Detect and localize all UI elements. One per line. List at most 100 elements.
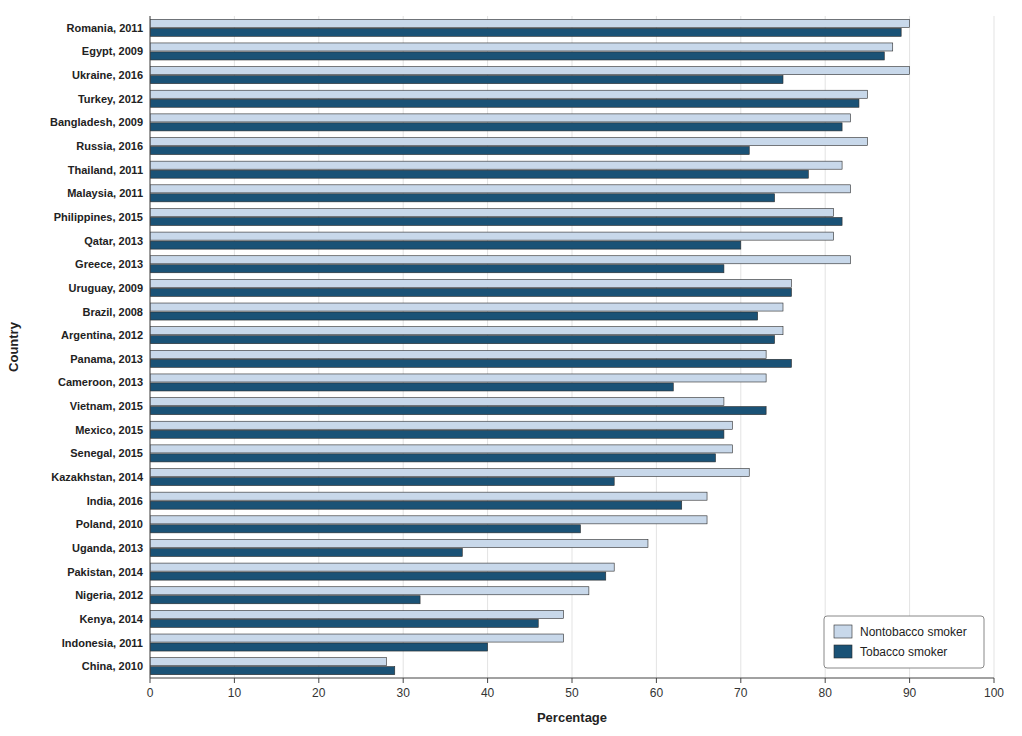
category-label: Romania, 2011 [67, 22, 143, 34]
bar [150, 170, 808, 178]
category-label: Uganda, 2013 [72, 542, 143, 554]
x-axis-title: Percentage [537, 710, 607, 725]
category-label: Indonesia, 2011 [62, 637, 143, 649]
category-label: Thailand, 2011 [68, 164, 143, 176]
category-label: Philippines, 2015 [54, 211, 143, 223]
category-label: Senegal, 2015 [70, 447, 143, 459]
tick-mark [572, 678, 573, 683]
bar [150, 217, 842, 225]
tick-mark [994, 678, 995, 683]
category-label: Ukraine, 2016 [72, 69, 143, 81]
category-label: Kenya, 2014 [79, 613, 143, 625]
tick-mark [403, 678, 404, 683]
series [150, 28, 901, 674]
tick-label: 60 [650, 686, 664, 700]
bar [150, 90, 867, 98]
category-label: Pakistan, 2014 [67, 566, 144, 578]
bar [150, 430, 724, 438]
legend-swatch [834, 645, 852, 658]
bar [150, 525, 580, 533]
tick-label: 40 [481, 686, 495, 700]
legend: Nontobacco smokerTobacco smoker [824, 616, 984, 668]
bar [150, 501, 682, 509]
bar [150, 667, 395, 675]
grid-line [150, 16, 151, 678]
category-label: Uruguay, 2009 [69, 282, 143, 294]
tick-label: 20 [312, 686, 326, 700]
bar [150, 548, 462, 556]
category-label: Qatar, 2013 [84, 235, 143, 247]
category-label: Brazil, 2008 [82, 306, 143, 318]
category-label: Mexico, 2015 [75, 424, 143, 436]
tick-mark [150, 678, 151, 683]
category-label: Vietnam, 2015 [70, 400, 143, 412]
bar [150, 161, 842, 169]
legend-label: Tobacco smoker [860, 645, 947, 659]
bar [150, 327, 783, 335]
bar [150, 407, 766, 415]
grid-line [909, 16, 910, 678]
bar [150, 256, 851, 264]
tick-label: 80 [819, 686, 833, 700]
tick-mark [656, 678, 657, 683]
tick-label: 100 [984, 686, 1004, 700]
bar [150, 123, 842, 131]
category-label: Argentina, 2012 [61, 329, 143, 341]
bar [150, 99, 859, 107]
tick-mark [318, 678, 319, 683]
bar [150, 469, 749, 477]
bar [150, 350, 766, 358]
bar [150, 563, 614, 571]
y-axis: Romania, 2011Egypt, 2009Ukraine, 2016Tur… [50, 22, 144, 672]
category-label: Turkey, 2012 [78, 93, 143, 105]
bar [150, 194, 775, 202]
bar [150, 241, 741, 249]
chart: 0102030405060708090100Romania, 2011Egypt… [0, 0, 1022, 736]
tick-mark [487, 678, 488, 683]
tick-label: 70 [734, 686, 748, 700]
bar [150, 19, 910, 27]
bar [150, 596, 420, 604]
category-label: Kazakhstan, 2014 [51, 471, 144, 483]
y-axis-line [150, 16, 151, 678]
bar [150, 359, 791, 367]
series [150, 19, 910, 665]
bar [150, 421, 732, 429]
bar [150, 208, 834, 216]
tick-mark [234, 678, 235, 683]
bar [150, 265, 724, 273]
category-label: China, 2010 [82, 660, 143, 672]
category-label: India, 2016 [87, 495, 143, 507]
bar [150, 383, 673, 391]
bar [150, 374, 766, 382]
bar [150, 336, 775, 344]
tick-label: 10 [228, 686, 242, 700]
legend-swatch [834, 625, 852, 638]
tick-label: 50 [565, 686, 579, 700]
bar [150, 138, 867, 146]
category-label: Greece, 2013 [75, 258, 143, 270]
category-label: Poland, 2010 [76, 518, 143, 530]
bar [150, 303, 783, 311]
tick-mark [825, 678, 826, 683]
bar [150, 67, 910, 75]
category-label: Bangladesh, 2009 [50, 116, 143, 128]
tick-mark [909, 678, 910, 683]
category-label: Cameroon, 2013 [58, 376, 143, 388]
bar [150, 478, 614, 486]
category-label: Russia, 2016 [76, 140, 143, 152]
category-label: Panama, 2013 [70, 353, 143, 365]
category-label: Nigeria, 2012 [75, 589, 143, 601]
bar [150, 312, 758, 320]
grid-line [994, 16, 995, 678]
bar [150, 232, 834, 240]
y-axis-title: Country [6, 321, 21, 372]
bar [150, 658, 386, 666]
tick-label: 0 [147, 686, 154, 700]
bar [150, 516, 707, 524]
bar [150, 279, 791, 287]
x-axis-line [150, 678, 994, 679]
bar [150, 52, 884, 60]
bar [150, 587, 589, 595]
bar [150, 643, 488, 651]
